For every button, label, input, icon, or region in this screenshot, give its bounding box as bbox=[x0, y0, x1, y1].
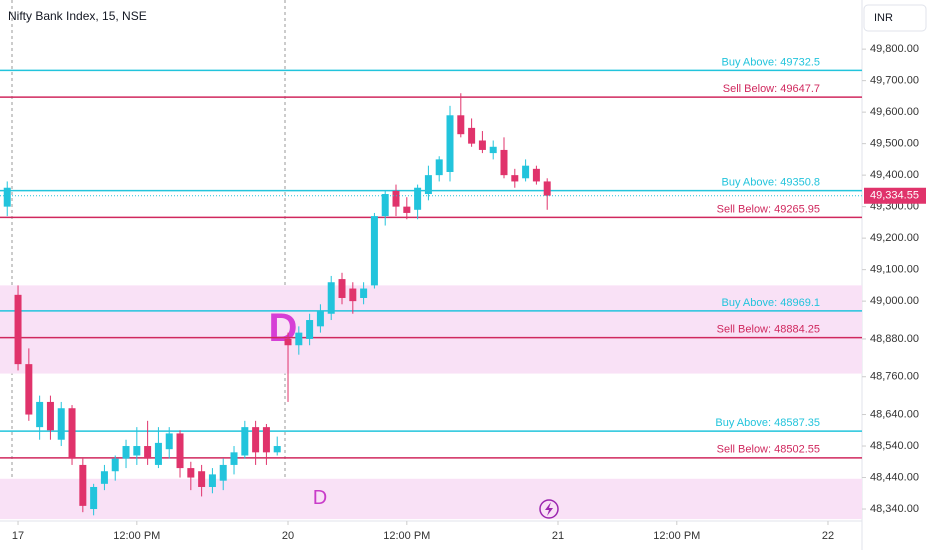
candle-body bbox=[46, 401, 54, 431]
y-tick-label: 49,000.00 bbox=[870, 295, 919, 307]
y-tick-label: 49,200.00 bbox=[870, 232, 919, 244]
level-label: Buy Above: 48969.1 bbox=[722, 297, 820, 309]
candle-body bbox=[187, 468, 195, 478]
y-tick-label: 49,700.00 bbox=[870, 75, 919, 87]
y-tick-label: 49,400.00 bbox=[870, 169, 919, 181]
candle-body bbox=[349, 288, 357, 302]
zone bbox=[0, 285, 862, 374]
candle-body bbox=[25, 364, 33, 415]
zone-label: D bbox=[269, 306, 298, 350]
candle-body bbox=[414, 187, 422, 210]
x-tick-label: 12:00 PM bbox=[653, 530, 700, 542]
candle-body bbox=[392, 190, 400, 207]
candle-body bbox=[489, 146, 497, 154]
level-label: Sell Below: 49265.95 bbox=[717, 203, 820, 215]
candle-body bbox=[144, 446, 152, 459]
candle-body bbox=[338, 279, 346, 298]
candle-body bbox=[316, 310, 324, 327]
candle-body bbox=[511, 175, 519, 182]
candle-body bbox=[176, 433, 184, 469]
candle-body bbox=[133, 446, 141, 456]
candle-body bbox=[295, 332, 303, 346]
candle-body bbox=[219, 464, 227, 481]
candle-body bbox=[262, 427, 270, 453]
candle-body bbox=[478, 140, 486, 150]
candle-body bbox=[381, 194, 389, 217]
candle-body bbox=[403, 206, 411, 213]
candle-body bbox=[370, 216, 378, 286]
y-tick-label: 48,540.00 bbox=[870, 440, 919, 452]
candle-body bbox=[532, 168, 540, 182]
zones: DD bbox=[0, 285, 862, 520]
x-tick-label: 22 bbox=[822, 530, 834, 542]
candle-body bbox=[252, 427, 260, 453]
candle-body bbox=[543, 181, 551, 196]
candle-body bbox=[284, 338, 292, 346]
candle-body bbox=[230, 452, 238, 465]
candle-body bbox=[435, 159, 443, 176]
y-tick-label: 48,640.00 bbox=[870, 408, 919, 420]
currency-button[interactable] bbox=[863, 4, 927, 32]
level-label: Buy Above: 49350.8 bbox=[722, 177, 820, 189]
last-price-label: 49,334.55 bbox=[870, 190, 919, 202]
candle-body bbox=[457, 115, 465, 135]
candle-body bbox=[57, 408, 65, 440]
candles bbox=[3, 93, 551, 516]
candle-body bbox=[14, 294, 22, 365]
level-label: Buy Above: 48587.35 bbox=[715, 417, 820, 429]
candle-body bbox=[79, 464, 87, 506]
y-tick-label: 48,340.00 bbox=[870, 503, 919, 515]
y-tick-label: 49,600.00 bbox=[870, 106, 919, 118]
candle-body bbox=[273, 446, 281, 453]
candle-body bbox=[424, 175, 432, 195]
candle-body bbox=[122, 446, 130, 459]
currency-label[interactable]: INR bbox=[874, 12, 893, 24]
candle-body bbox=[100, 471, 108, 484]
candle-body bbox=[500, 149, 508, 176]
y-tick-label: 49,800.00 bbox=[870, 43, 919, 55]
candle-body bbox=[36, 401, 44, 428]
candle-body bbox=[90, 486, 98, 510]
candle-body bbox=[198, 471, 206, 487]
x-tick-label: 12:00 PM bbox=[113, 530, 160, 542]
candle-body bbox=[360, 288, 368, 298]
candle-body bbox=[154, 442, 162, 465]
y-tick-label: 48,880.00 bbox=[870, 333, 919, 345]
candle-body bbox=[208, 474, 216, 487]
candle-body bbox=[3, 187, 11, 207]
y-tick-label: 49,100.00 bbox=[870, 264, 919, 276]
candle-body bbox=[446, 115, 454, 172]
level-label: Sell Below: 48884.25 bbox=[717, 324, 820, 336]
x-tick-label: 17 bbox=[12, 530, 24, 542]
last-price-box bbox=[864, 187, 926, 204]
candle-body bbox=[522, 165, 530, 179]
level-label: Buy Above: 49732.5 bbox=[722, 56, 820, 68]
y-tick-label: 49,500.00 bbox=[870, 138, 919, 150]
candle-body bbox=[111, 458, 119, 472]
candle-body bbox=[468, 127, 476, 144]
axes: 49,800.00 49,700.00 49,600.00 49,500.00 49,4… bbox=[0, 43, 926, 542]
candle-body bbox=[327, 282, 335, 314]
candle-body bbox=[241, 427, 249, 456]
candle-body bbox=[68, 408, 76, 459]
y-tick-label: 48,440.00 bbox=[870, 471, 919, 483]
x-tick-label: 12:00 PM bbox=[383, 530, 430, 542]
level-label: Sell Below: 48502.55 bbox=[717, 444, 820, 456]
candle-body bbox=[306, 320, 314, 339]
candle-body bbox=[165, 433, 173, 450]
levels: Buy Above: 49732.5 Sell Below: 49647.7 Buy… bbox=[0, 56, 862, 459]
replay-icon[interactable] bbox=[539, 499, 559, 519]
zone-label: D bbox=[313, 487, 327, 509]
chart-title: Nifty Bank Index, 15, NSE bbox=[8, 9, 147, 23]
level-label: Sell Below: 49647.7 bbox=[723, 83, 820, 95]
y-tick-label: 48,760.00 bbox=[870, 371, 919, 383]
zone bbox=[0, 478, 862, 520]
x-tick-label: 20 bbox=[282, 530, 294, 542]
x-tick-label: 21 bbox=[552, 530, 564, 542]
